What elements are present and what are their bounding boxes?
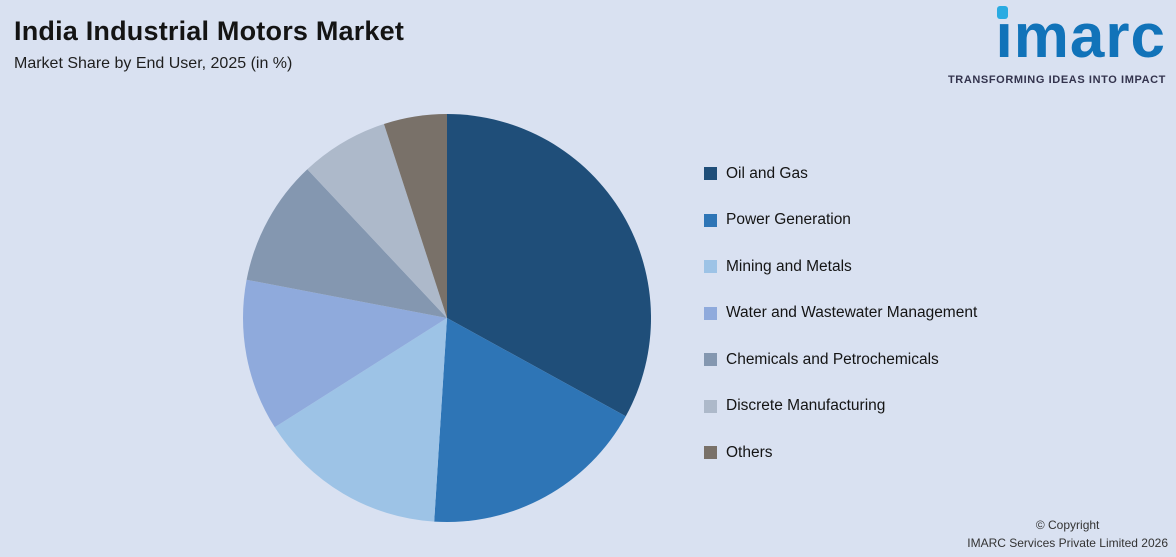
page-title: India Industrial Motors Market — [14, 16, 405, 46]
legend-label: Mining and Metals — [726, 257, 852, 275]
pie-slice-others — [383, 114, 447, 318]
legend-label: Others — [726, 443, 773, 461]
logo-tagline: TRANSFORMING IDEAS INTO IMPACT — [947, 74, 1166, 86]
legend-item: Power Generation — [704, 210, 977, 231]
copyright-line1: © Copyright — [1035, 518, 1100, 533]
legend-swatch — [704, 399, 717, 413]
legend-item: Water and Wastewater Management — [704, 303, 977, 324]
legend-label: Oil and Gas — [726, 164, 808, 182]
legend-label: Water and Wastewater Management — [726, 304, 978, 321]
copyright-line2: IMARC Services Private Limited 2026 — [967, 535, 1168, 550]
imarc-logo-i: ı — [995, 2, 1014, 71]
legend-swatch — [704, 306, 717, 320]
legend-label: Power Generation — [726, 211, 851, 228]
legend-swatch — [704, 353, 717, 366]
pie-chart-area — [241, 112, 653, 524]
legend-label: Discrete Manufacturing — [726, 397, 886, 414]
copyright: © Copyright IMARC Services Private Limit… — [967, 517, 1168, 552]
legend-item: Discrete Manufacturing — [704, 396, 977, 417]
pie-slice-mining-and-metals — [274, 318, 447, 522]
imarc-logo: ımarc TRANSFORMING IDEAS INTO IMPACT — [947, 2, 1166, 87]
legend-swatch — [704, 167, 717, 180]
legend-item: Mining and Metals — [704, 256, 977, 277]
legend-item: Oil and Gas — [704, 163, 977, 184]
pie-slice-water-and-wastewater-management — [242, 279, 447, 428]
chart-header: India Industrial Motors Market Market Sh… — [14, 16, 404, 73]
pie-slice-chemicals-and-petrochemicals — [246, 169, 447, 318]
imarc-logo-dot-icon — [996, 6, 1008, 19]
legend-item: Chemicals and Petrochemicals — [704, 349, 977, 370]
pie-slice-oil-and-gas — [447, 114, 652, 417]
legend-swatch — [704, 260, 717, 273]
legend-swatch — [704, 446, 717, 459]
imarc-logo-text: ımarc — [995, 2, 1166, 71]
pie-slice-power-generation — [434, 318, 626, 523]
legend: Oil and Gas Power Generation Mining and Me… — [704, 163, 977, 489]
legend-swatch — [704, 213, 717, 227]
pie-chart — [242, 114, 652, 523]
legend-label: Chemicals and Petrochemicals — [726, 350, 939, 368]
legend-item: Others — [704, 442, 977, 463]
pie-slice-discrete-manufacturing — [307, 123, 447, 318]
page-subtitle: Market Share by End User, 2025 (in %) — [14, 55, 293, 72]
